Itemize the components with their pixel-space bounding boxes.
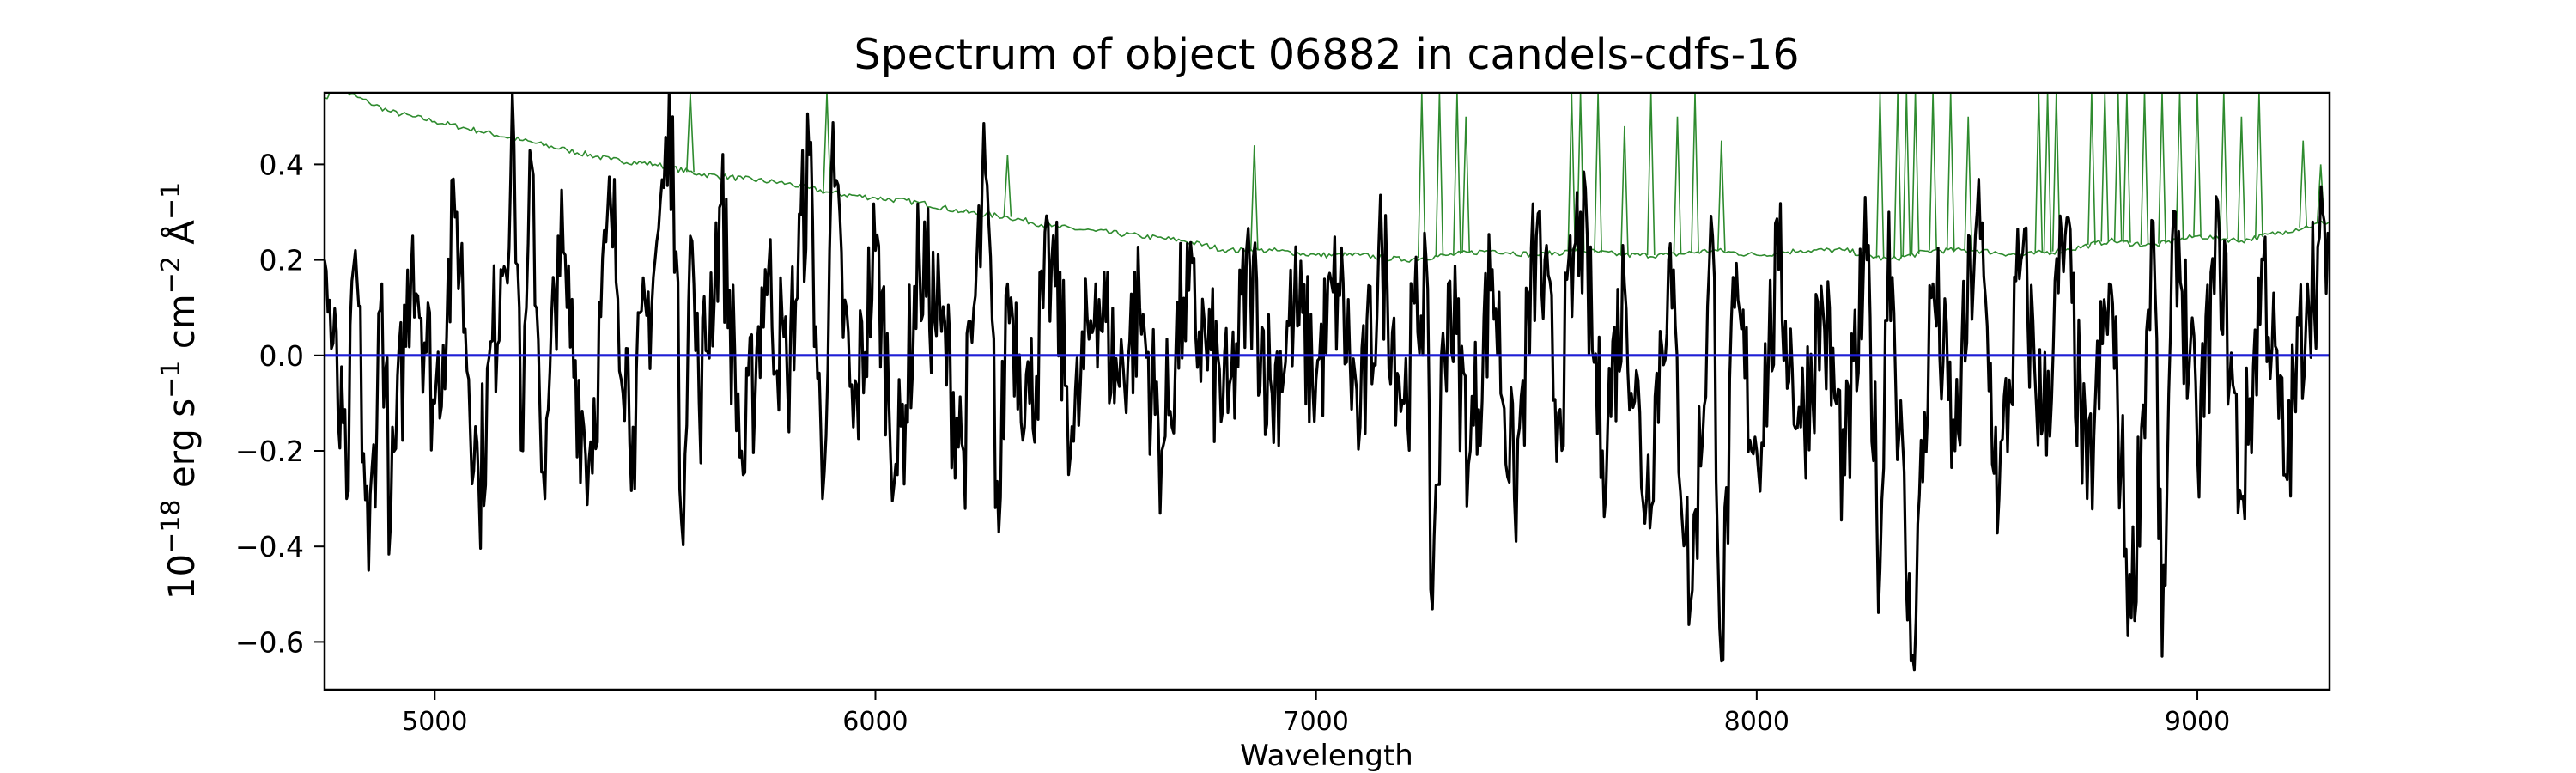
y-axis-label-exponent: −18: [156, 500, 186, 554]
y-axis-label-part: Å: [160, 220, 203, 256]
error-spike: [2043, 93, 2052, 253]
error-spike: [1875, 93, 1885, 259]
y-tick-label: −0.2: [235, 435, 304, 468]
plot-series: [325, 93, 2330, 672]
error-spike: [1435, 93, 1444, 257]
x-axis-label: Wavelength: [1240, 739, 1413, 773]
error-spike: [2051, 93, 2061, 252]
error-spike: [1691, 93, 1699, 253]
error-spike: [1964, 116, 1973, 251]
error-spike: [2100, 93, 2110, 242]
y-tick-label: 0.0: [259, 339, 304, 373]
error-spike: [1249, 145, 1259, 251]
error-spike: [2158, 93, 2166, 244]
x-tick-label: 9000: [2165, 707, 2230, 737]
y-axis-label-part: cm: [161, 294, 203, 360]
x-axis: 5000 6000 7000 8000 9000: [402, 690, 2230, 737]
y-axis-label-exponent: −1: [156, 361, 186, 399]
y-axis-label-part: erg s: [161, 399, 203, 500]
error-spike: [2113, 93, 2123, 242]
error-spike: [1902, 93, 1911, 257]
error-spike: [1911, 93, 1920, 254]
y-axis-label-exponent: −2: [156, 256, 186, 294]
error-spike: [1417, 93, 1426, 259]
error-spike: [686, 93, 695, 173]
error-spike: [2034, 93, 2044, 253]
x-tick-label: 7000: [1283, 707, 1348, 737]
error-spike: [2140, 93, 2149, 245]
error-spike: [1929, 93, 1937, 251]
x-tick-label: 6000: [842, 707, 908, 737]
error-spike: [1594, 93, 1602, 253]
error-spike: [1716, 140, 1726, 252]
error-spike: [1946, 93, 1955, 251]
y-tick-label: 0.4: [259, 148, 304, 181]
error-spike: [2255, 93, 2263, 237]
error-spike: [1461, 116, 1471, 253]
x-tick-label: 5000: [402, 707, 467, 737]
error-spike: [2087, 93, 2096, 245]
error-spike: [2123, 93, 2131, 243]
y-axis-label-exponent: −1: [156, 182, 186, 220]
error-spike: [1893, 93, 1902, 259]
y-tick-label: −0.6: [235, 625, 304, 659]
error-spike: [1003, 155, 1012, 217]
error-spike: [1673, 116, 1682, 254]
plot-frame: [323, 91, 2331, 691]
error-spike: [2193, 93, 2202, 236]
error-spike: [1620, 125, 1629, 256]
y-tick-label: 0.2: [259, 244, 304, 277]
y-axis-label: 10−18 erg s−1 cm−2 Å−1: [156, 182, 204, 600]
flux-series-line: [325, 93, 2330, 672]
error-spike: [1453, 93, 1461, 254]
error-spike: [823, 93, 831, 192]
y-axis: 0.4 0.2 0.0 −0.2 −0.4 −0.6: [235, 148, 325, 659]
error-spike: [1646, 93, 1656, 256]
error-spike: [2299, 140, 2308, 228]
error-spike: [2175, 93, 2184, 240]
error-spike: [1567, 93, 1577, 252]
y-tick-label: −0.4: [235, 530, 304, 563]
x-tick-label: 8000: [1724, 707, 1789, 737]
y-axis-label-part: 10: [161, 554, 203, 600]
chart-title: Spectrum of object 06882 in candels-cdfs…: [854, 30, 1799, 79]
error-spike: [2237, 116, 2246, 241]
error-spike: [2219, 93, 2228, 240]
